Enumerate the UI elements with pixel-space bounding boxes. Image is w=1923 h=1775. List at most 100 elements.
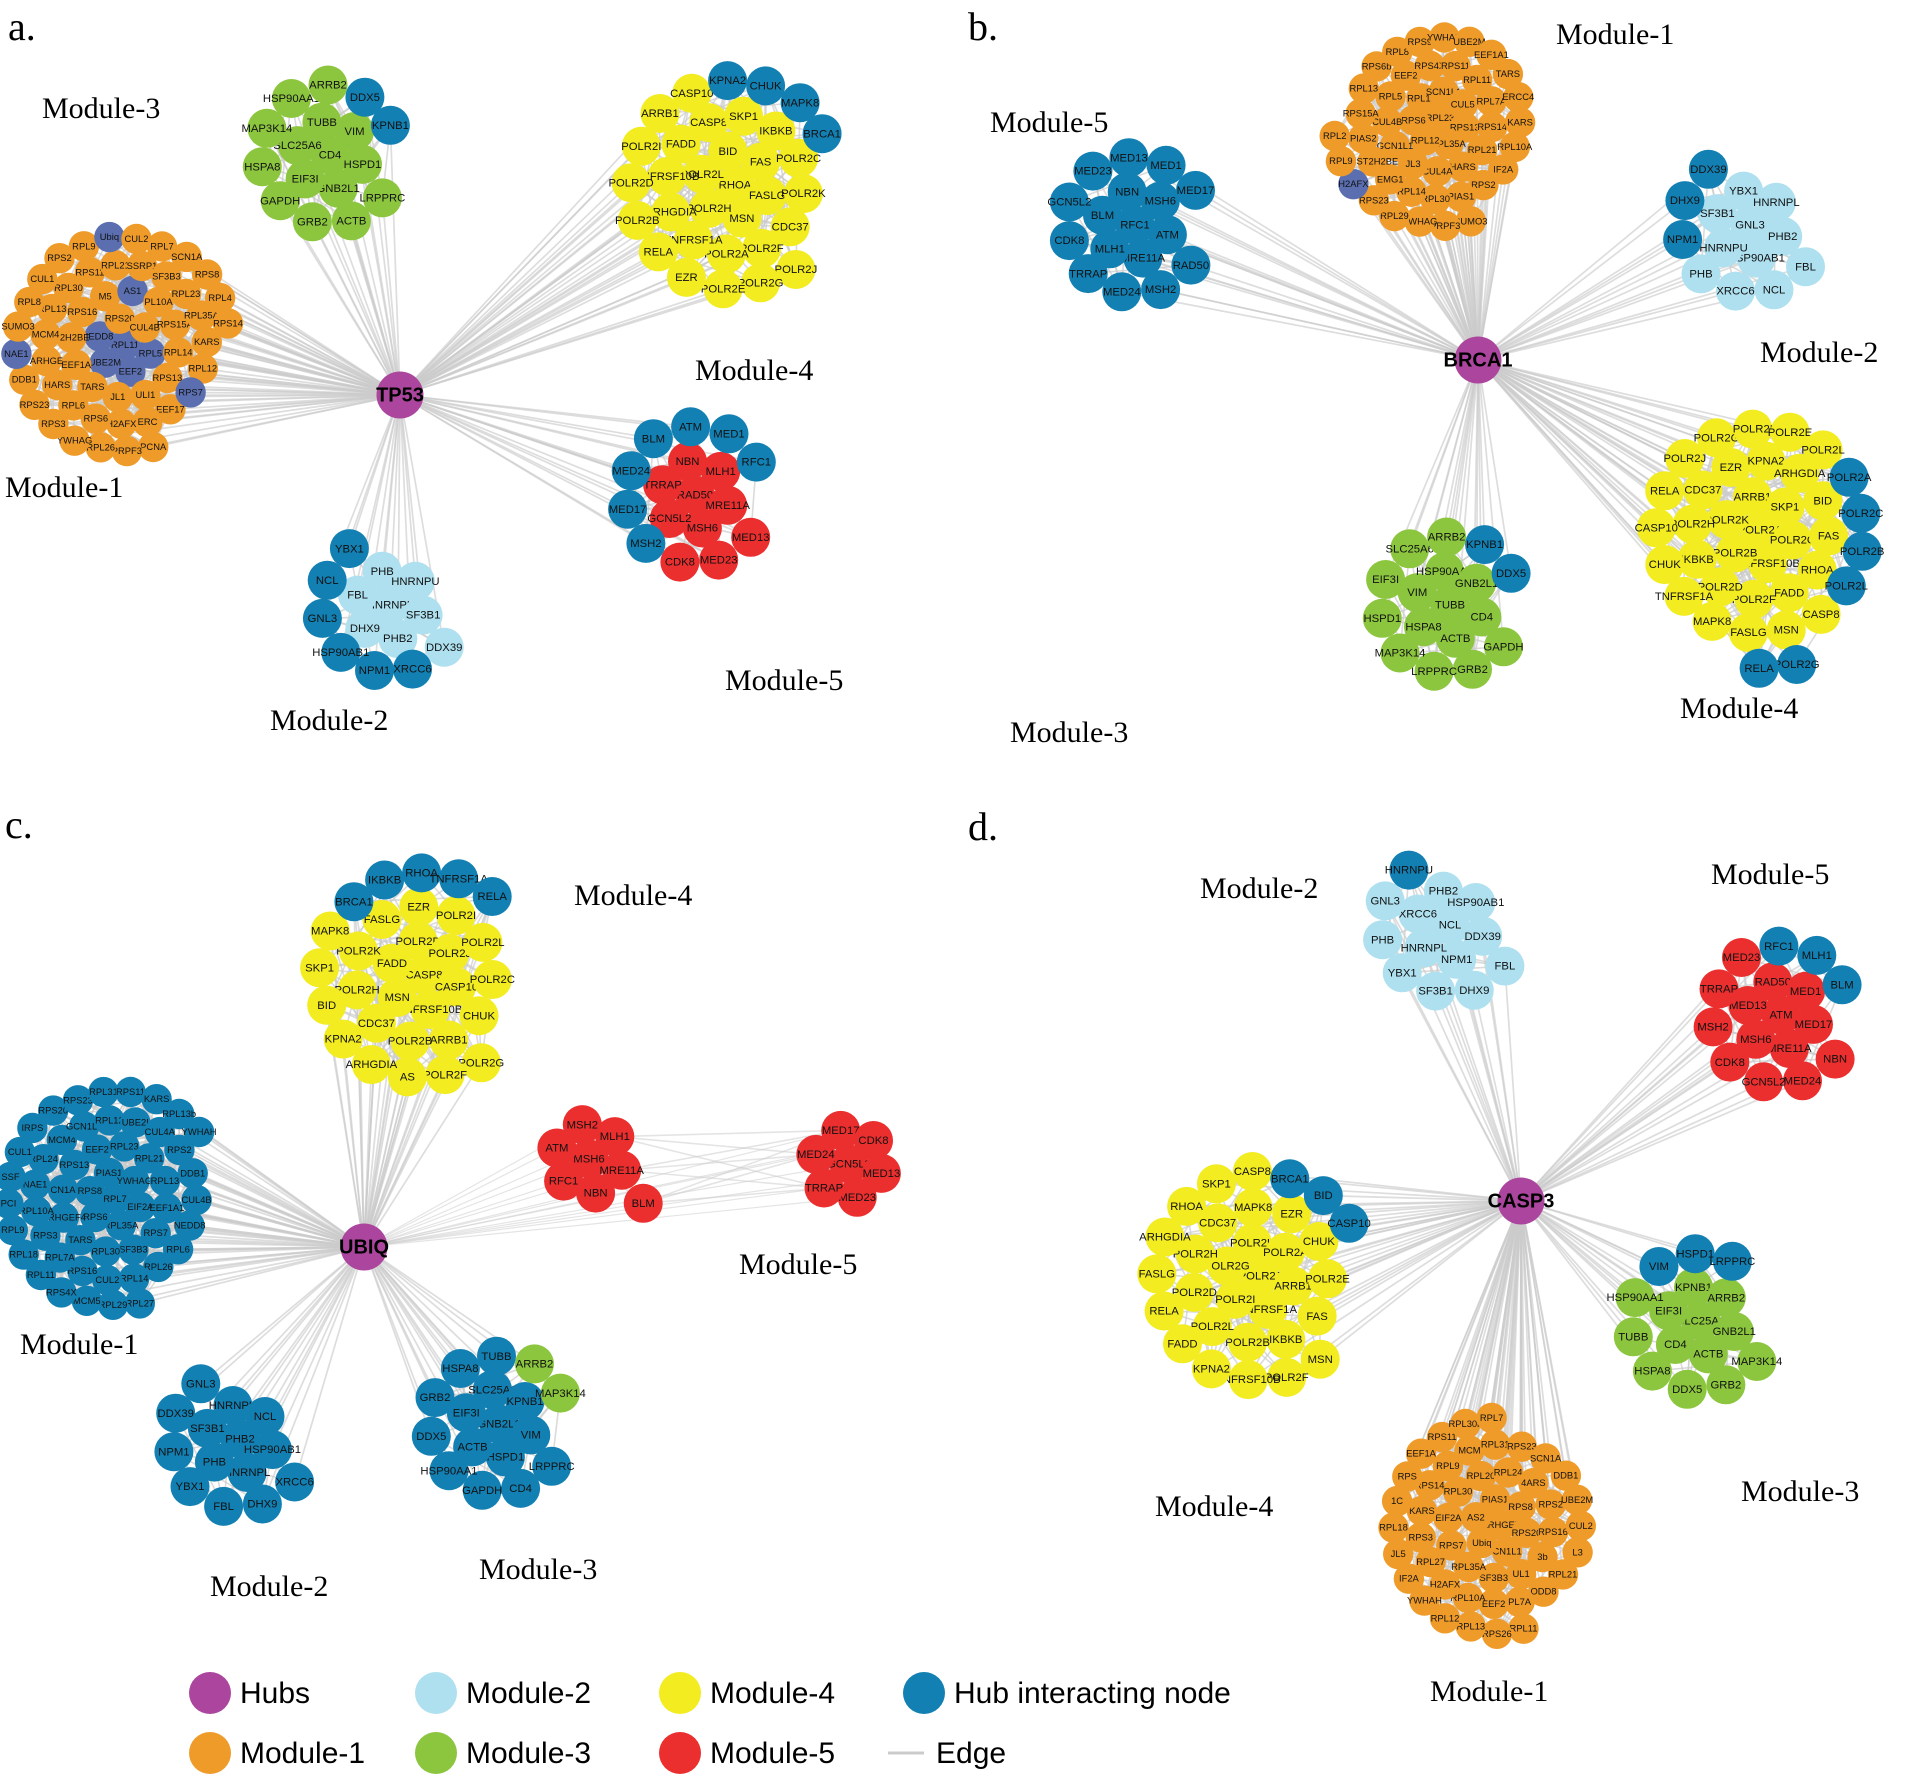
svg-text:HSPA8: HSPA8 [1634, 1366, 1670, 1378]
svg-text:GNB2L1: GNB2L1 [1455, 578, 1498, 590]
svg-text:ATM: ATM [1156, 229, 1179, 241]
svg-text:MED23: MED23 [700, 555, 738, 567]
svg-text:RELA: RELA [477, 891, 507, 903]
svg-text:TNFRSF1A: TNFRSF1A [1655, 591, 1714, 603]
svg-text:H2AFX: H2AFX [1338, 178, 1369, 189]
svg-text:MED24: MED24 [1784, 1075, 1822, 1087]
svg-text:RPL8: RPL8 [1386, 46, 1409, 57]
svg-text:IF2A: IF2A [1399, 1573, 1420, 1584]
svg-text:MSH2: MSH2 [567, 1119, 598, 1131]
svg-text:GCN5L2: GCN5L2 [647, 513, 691, 525]
svg-text:RPS6: RPS6 [84, 413, 109, 424]
svg-text:POLR2E: POLR2E [701, 283, 746, 295]
svg-text:MED24: MED24 [612, 465, 650, 477]
svg-text:HSPD1: HSPD1 [487, 1452, 525, 1464]
svg-text:MED23: MED23 [1723, 952, 1761, 964]
svg-text:KPNB1: KPNB1 [1675, 1282, 1712, 1294]
svg-text:UBE2M: UBE2M [1561, 1494, 1593, 1505]
svg-text:SKP1: SKP1 [1770, 502, 1799, 514]
svg-text:RPS6: RPS6 [83, 1211, 108, 1222]
svg-text:YBX1: YBX1 [1388, 967, 1417, 979]
svg-text:YBX1: YBX1 [176, 1481, 205, 1493]
svg-text:RPS11: RPS11 [116, 1086, 145, 1097]
svg-text:HNRNPU: HNRNPU [1385, 865, 1433, 877]
svg-text:POLR2H: POLR2H [1173, 1249, 1218, 1261]
svg-text:RPS16: RPS16 [1538, 1526, 1568, 1537]
svg-text:SKP1: SKP1 [729, 111, 758, 123]
svg-text:FADD: FADD [377, 958, 407, 970]
svg-text:CD4: CD4 [509, 1483, 532, 1495]
svg-text:TRRAP: TRRAP [805, 1183, 843, 1195]
svg-text:RAD50: RAD50 [1755, 977, 1791, 989]
svg-text:DHX9: DHX9 [1670, 195, 1700, 207]
svg-text:MLH1: MLH1 [1095, 243, 1125, 255]
svg-text:CASP3: CASP3 [1488, 1190, 1555, 1212]
svg-text:RPL5: RPL5 [139, 348, 162, 359]
svg-text:YWHAH: YWHAH [182, 1126, 217, 1137]
svg-text:NPM1: NPM1 [359, 665, 390, 677]
svg-text:KPNA2: KPNA2 [709, 75, 746, 87]
svg-text:POLR2B: POLR2B [1840, 546, 1885, 558]
svg-text:RPS16: RPS16 [68, 306, 98, 317]
svg-text:ARRB1: ARRB1 [641, 108, 679, 120]
svg-text:RFC1: RFC1 [742, 457, 772, 469]
svg-text:POLR2G: POLR2G [458, 1057, 504, 1069]
svg-text:Module-1: Module-1 [1556, 18, 1674, 51]
svg-text:POLR2I: POLR2I [436, 910, 476, 922]
svg-text:RPL31: RPL31 [89, 1086, 118, 1097]
svg-text:c.: c. [5, 802, 33, 847]
svg-text:RPS20: RPS20 [38, 1105, 68, 1116]
svg-text:RPS3: RPS3 [33, 1230, 58, 1241]
svg-text:KPNA2: KPNA2 [1193, 1364, 1230, 1376]
svg-text:MED24: MED24 [1103, 286, 1141, 298]
svg-text:EEF2: EEF2 [1394, 70, 1417, 81]
svg-text:PCNA: PCNA [140, 441, 167, 452]
svg-text:HSP90AB1: HSP90AB1 [1447, 897, 1504, 909]
svg-text:Module-3: Module-3 [479, 1553, 597, 1586]
svg-text:GCN1L1: GCN1L1 [1377, 140, 1413, 151]
svg-text:RPL2: RPL2 [1323, 130, 1346, 141]
svg-text:ACTB: ACTB [458, 1442, 488, 1454]
svg-text:PHB2: PHB2 [1429, 886, 1459, 898]
svg-text:RPL10A: RPL10A [19, 1205, 55, 1216]
svg-text:RPL30: RPL30 [1444, 1486, 1473, 1497]
svg-text:BLM: BLM [632, 1198, 655, 1210]
svg-text:RPS2: RPS2 [1471, 179, 1496, 190]
svg-text:POLR2L: POLR2L [1801, 445, 1844, 457]
svg-text:ARHGDIA: ARHGDIA [346, 1059, 398, 1071]
svg-text:RPS: RPS [1398, 1471, 1417, 1482]
svg-text:CHUK: CHUK [1303, 1236, 1335, 1248]
svg-text:HSPA8: HSPA8 [442, 1363, 478, 1375]
svg-text:IKBKB: IKBKB [1269, 1334, 1302, 1346]
svg-text:NBN: NBN [1115, 187, 1139, 199]
svg-text:VIM: VIM [1407, 587, 1427, 599]
svg-text:CASP10: CASP10 [670, 88, 713, 100]
svg-text:MSN: MSN [1774, 625, 1799, 637]
svg-text:RPL31: RPL31 [1481, 1439, 1510, 1450]
svg-text:GRB2: GRB2 [420, 1392, 451, 1404]
svg-text:TUBB: TUBB [1435, 600, 1465, 612]
svg-text:JL3: JL3 [1405, 158, 1420, 169]
svg-text:MSH2: MSH2 [1145, 284, 1176, 296]
svg-text:AS: AS [400, 1072, 416, 1084]
svg-text:LRPPRC: LRPPRC [359, 193, 405, 205]
svg-text:POLR2A: POLR2A [1827, 472, 1872, 484]
svg-text:RPL11: RPL11 [1463, 74, 1491, 85]
svg-text:JL5: JL5 [1391, 1548, 1406, 1559]
svg-text:Module-5: Module-5 [710, 1737, 835, 1770]
svg-text:b.: b. [968, 4, 998, 49]
svg-text:EIF2A: EIF2A [1435, 1512, 1462, 1523]
svg-text:MAP3K14: MAP3K14 [1375, 648, 1426, 660]
svg-text:POLR2K: POLR2K [336, 946, 381, 958]
svg-text:POLR2K: POLR2K [781, 188, 826, 200]
svg-text:LRPPRC: LRPPRC [1411, 666, 1457, 678]
svg-text:RPS23: RPS23 [20, 399, 50, 410]
svg-text:RPL9: RPL9 [72, 240, 95, 251]
svg-text:CUL2: CUL2 [125, 233, 149, 244]
svg-text:AS1: AS1 [124, 285, 142, 296]
svg-text:BID: BID [718, 146, 737, 158]
svg-text:POLR2E: POLR2E [1768, 427, 1813, 439]
svg-text:PL10A: PL10A [144, 296, 173, 307]
svg-text:ARRB1: ARRB1 [430, 1035, 468, 1047]
svg-text:CDC37: CDC37 [1684, 485, 1721, 497]
